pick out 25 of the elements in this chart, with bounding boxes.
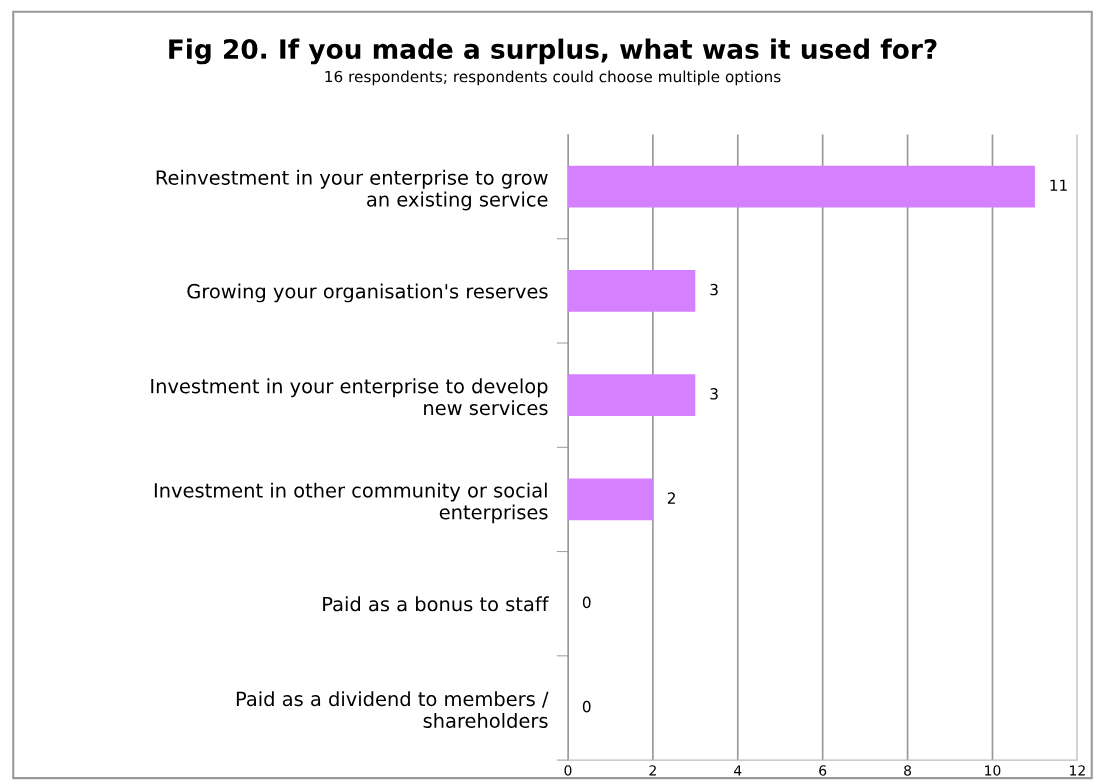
bar bbox=[567, 374, 696, 417]
data-label: 3 bbox=[710, 388, 718, 400]
y-tick-label: Reinvestment in your enterprise to grow an existing service bbox=[156, 169, 548, 211]
y-tick-label: Paid as a bonus to staff bbox=[323, 596, 549, 612]
bar bbox=[567, 165, 1035, 208]
x-tick-label: 2 bbox=[649, 765, 656, 776]
chart-title: Fig 20. If you made a surplus, what was it used for? bbox=[169, 38, 937, 65]
chart-subtitle: 16 respondents; respondents could choose multiple options bbox=[325, 70, 781, 86]
x-tick-label: 10 bbox=[985, 765, 1001, 776]
data-label: 3 bbox=[710, 283, 718, 296]
bar bbox=[567, 478, 653, 521]
x-tick-label: 4 bbox=[734, 765, 742, 776]
data-label: 11 bbox=[1050, 179, 1067, 191]
bar bbox=[567, 270, 696, 312]
data-label: 0 bbox=[582, 700, 591, 713]
x-tick-label: 12 bbox=[1070, 765, 1085, 776]
y-tick-label: Investment in other community or social enterprises bbox=[154, 482, 548, 524]
y-tick-label: Paid as a dividend to members / shareholders bbox=[236, 691, 549, 728]
x-tick-label: 8 bbox=[904, 765, 912, 776]
data-label: 2 bbox=[667, 492, 675, 504]
x-tick-label: 0 bbox=[564, 765, 572, 776]
x-tick-label: 6 bbox=[819, 765, 827, 776]
y-tick-label: Growing your organisation's reserves bbox=[187, 283, 548, 303]
data-label: 0 bbox=[582, 596, 591, 609]
y-tick-label: Investment in your enterprise to develop new services bbox=[151, 378, 548, 416]
